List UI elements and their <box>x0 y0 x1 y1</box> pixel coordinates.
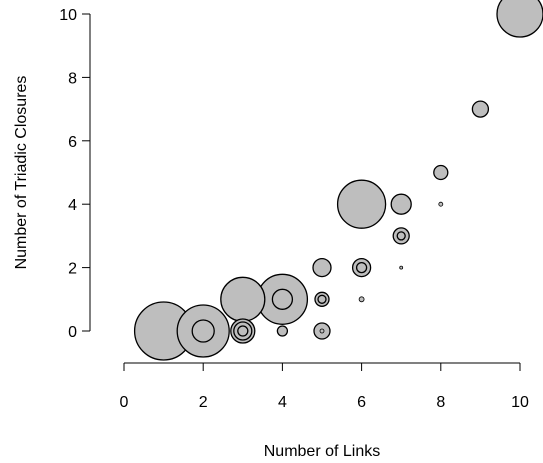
scatter-point <box>220 276 266 322</box>
y-tick-label: 2 <box>68 261 77 278</box>
scatter-point <box>358 296 365 303</box>
x-axis-title: Number of Links <box>264 443 381 460</box>
y-tick-label: 0 <box>68 324 77 341</box>
scatter-point <box>317 294 327 304</box>
scatter-point <box>399 265 404 270</box>
y-tick-label: 8 <box>68 70 77 87</box>
x-ticks: 0 2 4 6 8 10 <box>120 363 529 411</box>
x-tick-label: 0 <box>120 394 129 411</box>
scatter-point <box>438 201 444 207</box>
x-tick-label: 8 <box>436 394 445 411</box>
y-tick-label: 6 <box>68 134 77 151</box>
scatter-point <box>336 179 387 229</box>
scatter-point <box>355 261 368 274</box>
scatter-point <box>471 100 490 118</box>
x-tick-label: 2 <box>199 394 208 411</box>
scatter-point <box>271 288 294 310</box>
scatter-point <box>191 319 215 343</box>
scatter-point <box>237 325 249 337</box>
points-layer <box>133 0 543 361</box>
scatter-point <box>390 193 412 215</box>
x-tick-label: 10 <box>511 394 529 411</box>
scatter-point <box>496 0 543 38</box>
scatter-point <box>319 328 325 334</box>
x-tick-label: 6 <box>357 394 366 411</box>
scatter-point <box>433 164 449 181</box>
y-axis-title: Number of Triadic Closures <box>13 76 30 270</box>
scatter-point <box>396 231 406 241</box>
y-tick-label: 10 <box>59 7 77 24</box>
x-tick-label: 4 <box>278 394 287 411</box>
scatter-point <box>276 325 289 337</box>
y-tick-label: 4 <box>68 197 77 214</box>
y-ticks: 0 2 4 6 8 10 <box>59 7 90 341</box>
scatter-point <box>312 257 332 278</box>
axes-layer: 0 2 4 6 8 10 0 2 4 6 8 10 <box>59 7 529 411</box>
